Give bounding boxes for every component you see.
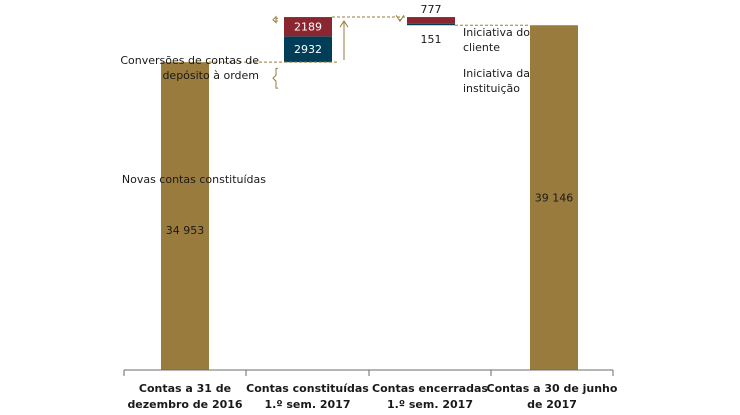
bar-conversions-1 <box>284 17 332 37</box>
category-label-1: Contas constituídas 1.º sem. 2017 <box>246 382 369 411</box>
bar-total-3 <box>530 25 578 371</box>
value-label-new-accounts: 2932 <box>294 43 322 56</box>
value-label-conversions: 2189 <box>294 21 322 34</box>
annotation-client-initiative: Iniciativa do cliente <box>463 26 530 54</box>
value-label-institution-initiative: 151 <box>421 33 442 46</box>
arrow-increase-head <box>339 20 349 28</box>
brace-new-accounts <box>272 67 278 89</box>
annotation-institution-initiative: Iniciativa da instituição <box>463 67 530 95</box>
value-label-start: 34 953 <box>166 224 205 237</box>
category-label-0: Contas a 31 de dezembro de 2016 <box>127 382 242 411</box>
annotation-conversions: Conversões de contas de depósito à ordem <box>120 54 259 82</box>
category-label-2: Contas encerradas 1.º sem. 2017 <box>372 382 488 411</box>
bar-client-initiative-2 <box>407 17 455 24</box>
annotation-new-accounts: Novas contas constituídas <box>122 173 266 186</box>
bar-institution-initiative-2 <box>407 23 455 26</box>
arrow-decrease-head <box>395 14 405 23</box>
brace-conversions <box>272 15 278 24</box>
category-label-3: Contas a 30 de junho de 2017 <box>487 382 618 411</box>
bar-new-accounts-1 <box>284 36 332 63</box>
value-label-end: 39 146 <box>535 192 574 205</box>
value-label-client-initiative: 777 <box>421 3 442 16</box>
bar-total-0 <box>161 62 209 371</box>
